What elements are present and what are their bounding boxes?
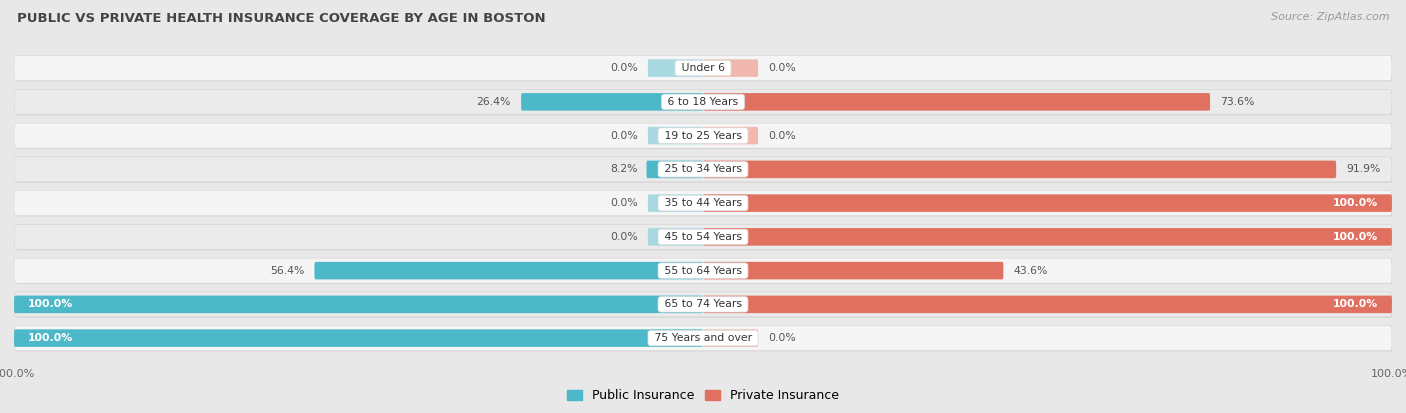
FancyBboxPatch shape	[15, 225, 1393, 250]
Text: Source: ZipAtlas.com: Source: ZipAtlas.com	[1271, 12, 1389, 22]
FancyBboxPatch shape	[315, 262, 703, 280]
FancyBboxPatch shape	[15, 192, 1393, 217]
Text: 25 to 34 Years: 25 to 34 Years	[661, 164, 745, 174]
Legend: Public Insurance, Private Insurance: Public Insurance, Private Insurance	[562, 385, 844, 407]
FancyBboxPatch shape	[703, 161, 1336, 178]
FancyBboxPatch shape	[703, 228, 1392, 246]
Text: Under 6: Under 6	[678, 63, 728, 73]
Text: 100.0%: 100.0%	[1333, 232, 1378, 242]
FancyBboxPatch shape	[14, 123, 1392, 148]
FancyBboxPatch shape	[14, 157, 1392, 182]
FancyBboxPatch shape	[15, 124, 1393, 149]
Text: 0.0%: 0.0%	[610, 232, 637, 242]
FancyBboxPatch shape	[703, 127, 758, 145]
FancyBboxPatch shape	[14, 325, 1392, 351]
Text: 6 to 18 Years: 6 to 18 Years	[664, 97, 742, 107]
FancyBboxPatch shape	[15, 327, 1393, 351]
Text: 100.0%: 100.0%	[1333, 299, 1378, 309]
Text: 0.0%: 0.0%	[610, 63, 637, 73]
FancyBboxPatch shape	[14, 329, 703, 347]
Text: 100.0%: 100.0%	[28, 333, 73, 343]
FancyBboxPatch shape	[522, 93, 703, 111]
FancyBboxPatch shape	[14, 89, 1392, 114]
Text: 56.4%: 56.4%	[270, 266, 304, 275]
FancyBboxPatch shape	[15, 57, 1393, 82]
Text: 0.0%: 0.0%	[610, 131, 637, 140]
Text: 91.9%: 91.9%	[1347, 164, 1381, 174]
FancyBboxPatch shape	[703, 93, 1211, 111]
FancyBboxPatch shape	[14, 191, 1392, 216]
Text: 26.4%: 26.4%	[477, 97, 510, 107]
Text: 73.6%: 73.6%	[1220, 97, 1254, 107]
FancyBboxPatch shape	[703, 262, 1004, 280]
Text: 0.0%: 0.0%	[769, 63, 796, 73]
FancyBboxPatch shape	[703, 59, 758, 77]
Text: 8.2%: 8.2%	[610, 164, 637, 174]
Text: 0.0%: 0.0%	[769, 131, 796, 140]
FancyBboxPatch shape	[703, 195, 1392, 212]
FancyBboxPatch shape	[15, 158, 1393, 183]
FancyBboxPatch shape	[14, 296, 703, 313]
FancyBboxPatch shape	[703, 296, 1392, 313]
FancyBboxPatch shape	[15, 90, 1393, 115]
Text: 100.0%: 100.0%	[1333, 198, 1378, 208]
Text: 75 Years and over: 75 Years and over	[651, 333, 755, 343]
Text: 100.0%: 100.0%	[28, 299, 73, 309]
FancyBboxPatch shape	[15, 259, 1393, 284]
FancyBboxPatch shape	[14, 224, 1392, 249]
Text: 43.6%: 43.6%	[1014, 266, 1047, 275]
FancyBboxPatch shape	[703, 329, 758, 347]
Text: 65 to 74 Years: 65 to 74 Years	[661, 299, 745, 309]
FancyBboxPatch shape	[648, 195, 703, 212]
FancyBboxPatch shape	[648, 127, 703, 145]
FancyBboxPatch shape	[14, 258, 1392, 283]
Text: 55 to 64 Years: 55 to 64 Years	[661, 266, 745, 275]
Text: 0.0%: 0.0%	[769, 333, 796, 343]
Text: 19 to 25 Years: 19 to 25 Years	[661, 131, 745, 140]
Text: 0.0%: 0.0%	[610, 198, 637, 208]
FancyBboxPatch shape	[15, 293, 1393, 318]
FancyBboxPatch shape	[648, 228, 703, 246]
FancyBboxPatch shape	[14, 292, 1392, 317]
Text: PUBLIC VS PRIVATE HEALTH INSURANCE COVERAGE BY AGE IN BOSTON: PUBLIC VS PRIVATE HEALTH INSURANCE COVER…	[17, 12, 546, 25]
FancyBboxPatch shape	[14, 56, 1392, 81]
FancyBboxPatch shape	[647, 161, 703, 178]
FancyBboxPatch shape	[648, 59, 703, 77]
Text: 35 to 44 Years: 35 to 44 Years	[661, 198, 745, 208]
Text: 45 to 54 Years: 45 to 54 Years	[661, 232, 745, 242]
